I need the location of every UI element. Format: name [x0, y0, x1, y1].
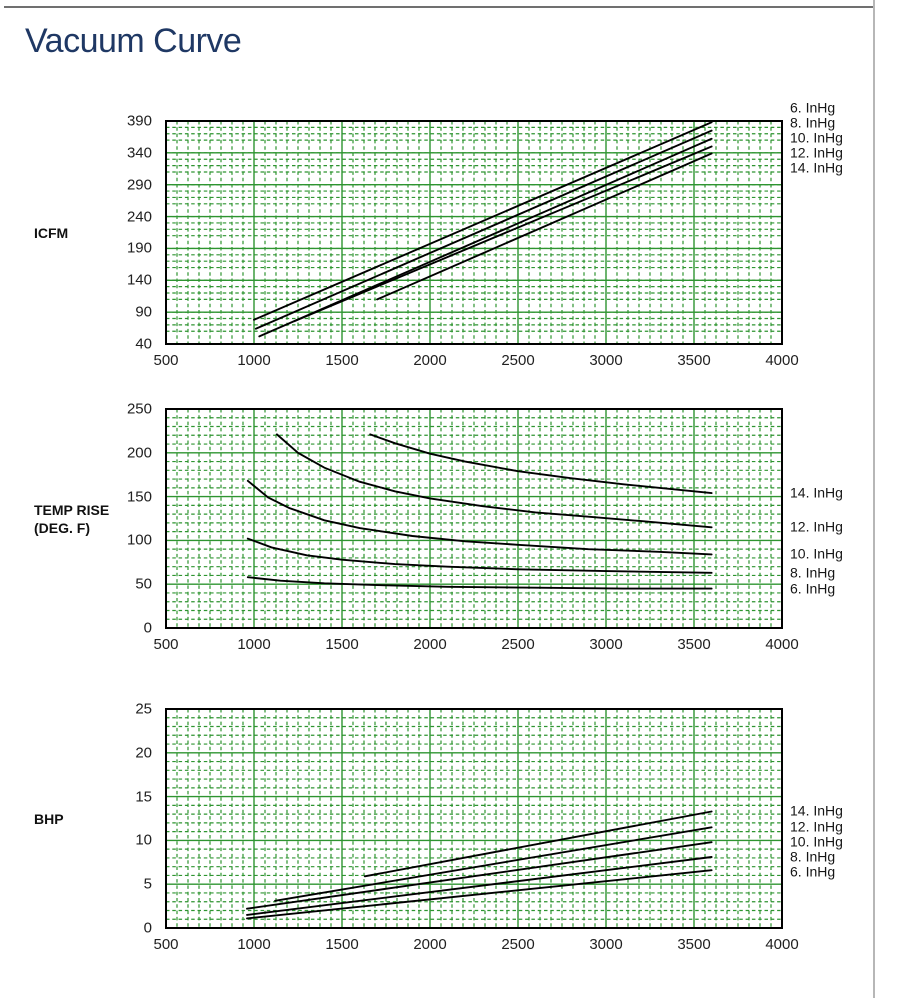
legend-label-14-inhg: 14. InHg [790, 159, 843, 176]
series-line-8-inhg [246, 856, 713, 916]
x-tick-label: 1000 [237, 936, 271, 953]
series-line-6-inhg [246, 576, 713, 590]
legend-label-8-inhg: 8. InHg [790, 564, 836, 581]
plot-border [165, 708, 783, 929]
series-line-10-inhg [258, 137, 713, 338]
series-line-8-inhg [246, 537, 713, 574]
series-line-12-inhg [275, 433, 713, 529]
x-tick-label: 1000 [237, 352, 271, 369]
x-tick-label: 4000 [765, 636, 799, 653]
y-tick-label: 390 [126, 112, 152, 130]
x-tick-label: 4000 [765, 352, 799, 369]
y-tick-label: 240 [126, 208, 152, 226]
y-tick-label: 25 [135, 700, 152, 718]
legend-label-12-inhg: 12. InHg [790, 818, 843, 835]
y-tick-label: 340 [126, 144, 152, 162]
x-tick-label: 3500 [677, 352, 711, 369]
chart-temp-rise-vs-rpm [165, 408, 783, 629]
legend-label-6-inhg: 6. InHg [790, 863, 836, 880]
legend-label-8-inhg: 8. InHg [790, 848, 836, 865]
y-tick-label: 200 [126, 444, 152, 462]
legend-label-12-inhg: 12. InHg [790, 518, 843, 535]
y-tick-label: 15 [135, 788, 152, 806]
legend-label-10-inhg: 10. InHg [790, 545, 843, 562]
x-tick-label: 3500 [677, 636, 711, 653]
legend-label-6-inhg: 6. InHg [790, 99, 836, 116]
series-line-10-inhg [246, 479, 713, 556]
chart-ylabel-bhp-vs-rpm: BHP [34, 810, 64, 827]
x-tick-label: 2500 [501, 636, 535, 653]
series-line-14-inhg [363, 810, 713, 878]
page-title: Vacuum Curve [25, 22, 242, 60]
x-tick-label: 3000 [589, 352, 623, 369]
x-tick-label: 3500 [677, 936, 711, 953]
series-line-12-inhg [293, 145, 713, 323]
x-tick-label: 500 [153, 636, 179, 653]
y-tick-label: 150 [126, 488, 152, 506]
x-tick-label: 2000 [413, 936, 447, 953]
legend-label-8-inhg: 8. InHg [790, 114, 836, 131]
x-tick-label: 3000 [589, 636, 623, 653]
y-tick-label: 10 [135, 831, 152, 849]
y-tick-label: 290 [126, 176, 152, 194]
x-tick-label: 2500 [501, 352, 535, 369]
series-line-14-inhg [376, 152, 713, 301]
y-tick-label: 140 [126, 271, 152, 289]
legend-label-14-inhg: 14. InHg [790, 802, 843, 819]
y-tick-label: 0 [143, 619, 152, 637]
y-tick-label: 100 [126, 531, 152, 549]
series-line-6-inhg [246, 869, 713, 920]
series-line-10-inhg [246, 841, 713, 910]
legend-label-14-inhg: 14. InHg [790, 484, 843, 501]
x-tick-label: 2000 [413, 636, 447, 653]
chart-ylabel-icfm-vs-rpm: ICFM [34, 224, 69, 241]
x-tick-label: 500 [153, 352, 179, 369]
x-tick-label: 2500 [501, 936, 535, 953]
series-line-12-inhg [274, 826, 713, 902]
series-line-6-inhg [253, 121, 713, 321]
x-tick-label: 4000 [765, 936, 799, 953]
chart-icfm-vs-rpm [165, 120, 783, 345]
top-rule [4, 6, 873, 8]
page-right-border [873, 0, 875, 998]
plot-border [165, 408, 783, 629]
y-tick-label: 190 [126, 239, 152, 257]
y-tick-label: 250 [126, 400, 152, 418]
series-line-14-inhg [369, 433, 713, 495]
x-tick-label: 1000 [237, 636, 271, 653]
y-tick-label: 5 [143, 875, 152, 893]
x-tick-label: 1500 [325, 936, 359, 953]
x-tick-label: 500 [153, 936, 179, 953]
x-tick-label: 1500 [325, 352, 359, 369]
y-tick-label: 0 [143, 919, 152, 937]
y-tick-label: 50 [135, 575, 152, 593]
x-tick-label: 1500 [325, 636, 359, 653]
legend-label-6-inhg: 6. InHg [790, 580, 836, 597]
y-tick-label: 20 [135, 744, 152, 762]
x-tick-label: 3000 [589, 936, 623, 953]
series-line-8-inhg [254, 129, 713, 330]
legend-label-10-inhg: 10. InHg [790, 129, 843, 146]
chart-bhp-vs-rpm [165, 708, 783, 929]
legend-label-10-inhg: 10. InHg [790, 833, 843, 850]
y-tick-label: 40 [135, 335, 152, 353]
y-tick-label: 90 [135, 303, 152, 321]
legend-label-12-inhg: 12. InHg [790, 144, 843, 161]
plot-border [165, 120, 783, 345]
x-tick-label: 2000 [413, 352, 447, 369]
chart-ylabel-temp-rise-vs-rpm: TEMP RISE (DEG. F) [34, 501, 110, 536]
